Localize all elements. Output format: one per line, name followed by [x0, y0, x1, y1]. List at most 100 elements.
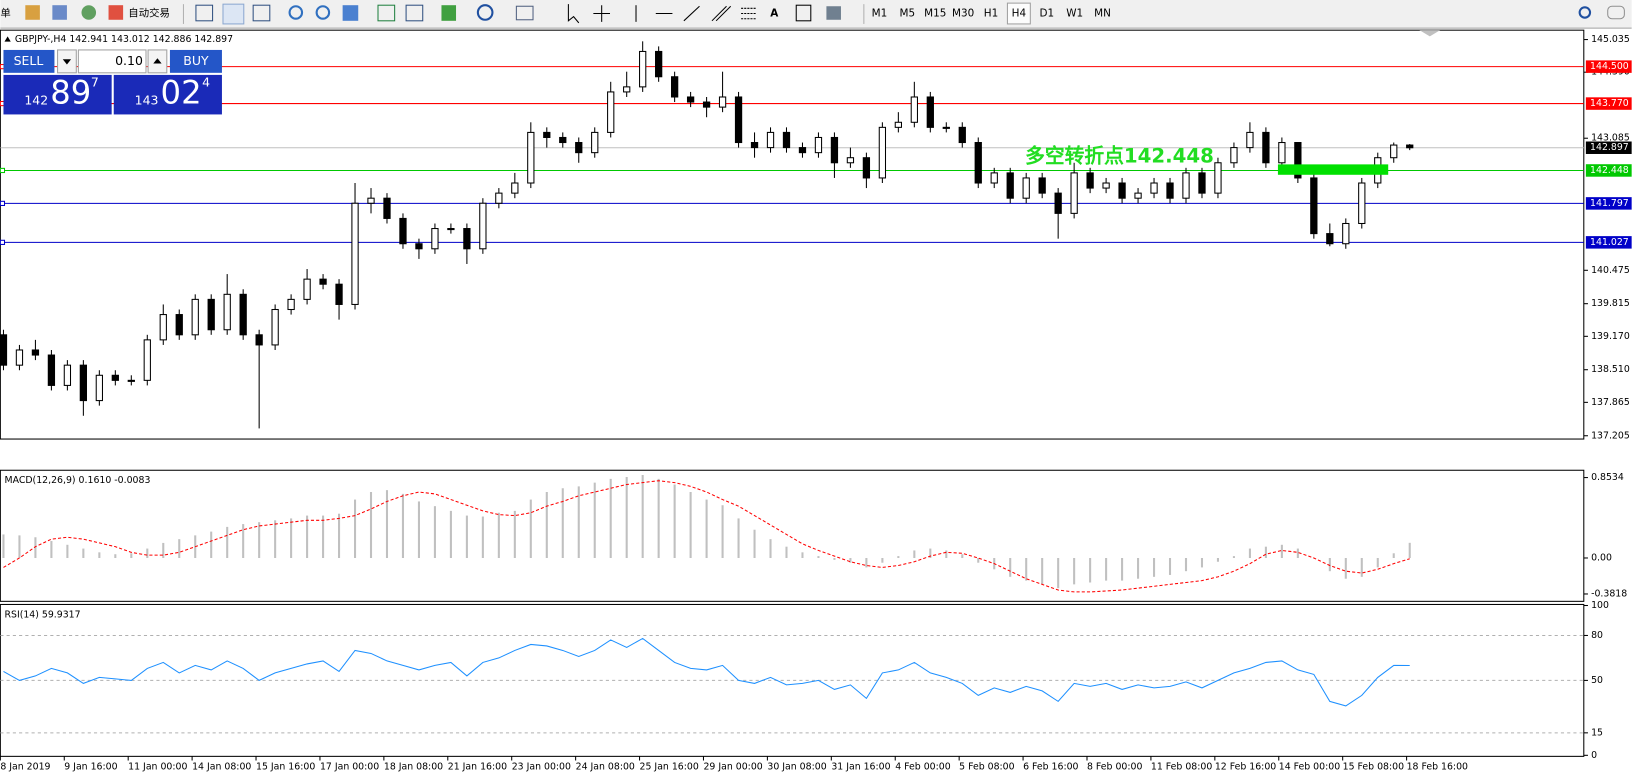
buy-label[interactable]: BUY: [183, 53, 209, 68]
tool-icon[interactable]: [405, 4, 424, 22]
tool-icon[interactable]: [252, 4, 271, 22]
label-tool[interactable]: [795, 4, 812, 22]
level-price-box: [1585, 197, 1632, 210]
candle-body: [591, 131, 599, 154]
current-price-box: [1585, 141, 1632, 154]
x-tick-label: 17 Jan 00:00: [320, 761, 379, 772]
candle-body: [527, 131, 535, 184]
timeframe-button[interactable]: H1: [984, 8, 998, 20]
y-tick-label: 138.510: [1591, 364, 1630, 375]
tool-icon[interactable]: [81, 5, 97, 20]
arrows-tool[interactable]: [826, 6, 841, 20]
candle-body: [1022, 177, 1030, 199]
search[interactable]: [1578, 6, 1592, 19]
pivot-annotation: 多空转折点142.448: [1025, 145, 1214, 168]
channel-tool[interactable]: [711, 5, 732, 22]
timeframes: M1 M5 M15 M30 H1 H4 D1 W1 MN: [872, 8, 1111, 20]
lot-field[interactable]: [77, 49, 147, 74]
bid-prefix: 142: [24, 92, 48, 107]
tool-icon[interactable]: [515, 5, 534, 21]
candle-body: [798, 147, 807, 154]
candle-body: [1006, 172, 1014, 199]
candle-body: [1406, 144, 1414, 149]
timeframe-button[interactable]: H4: [1012, 8, 1027, 20]
tool-icon[interactable]: [25, 5, 40, 20]
bid-box[interactable]: [3, 74, 112, 115]
candle-body: [383, 197, 391, 219]
candle-body: [1310, 177, 1318, 235]
candle-body: [1278, 142, 1286, 164]
timeframe-button[interactable]: W1: [1066, 8, 1083, 20]
y-tick-label: 50: [1591, 675, 1603, 686]
x-tick-label: 14 Jan 08:00: [192, 761, 251, 772]
x-tick-label: 18 Jan 08:00: [384, 761, 443, 772]
plot: 8 Jan 2019 9 Jan 16:00 11 Jan 00:00 14 Jan …: [0, 34, 1632, 772]
candle-body: [303, 278, 311, 300]
buy-button[interactable]: [169, 49, 222, 73]
sell-button[interactable]: [3, 49, 55, 73]
candle-body: [0, 334, 8, 366]
crosshair-tool[interactable]: [593, 5, 611, 22]
candle-body: [1150, 182, 1158, 194]
chat[interactable]: [1607, 5, 1625, 20]
x-tick-label: 24 Jan 08:00: [576, 761, 635, 772]
candle-body: [750, 142, 759, 149]
candle-body: [15, 349, 24, 366]
candle-body: [191, 298, 199, 336]
candle-body: [862, 157, 871, 179]
zoom-out[interactable]: [315, 5, 331, 20]
candle-body: [1326, 233, 1334, 245]
tool-icon[interactable]: [195, 4, 214, 22]
auto-trading-icon[interactable]: [108, 5, 124, 20]
tool-icon[interactable]: [476, 4, 494, 21]
sell-label[interactable]: SELL: [14, 53, 44, 68]
candle-body: [686, 96, 695, 103]
candle-body: [447, 228, 455, 231]
y-tick-label: 0.00: [1591, 552, 1612, 563]
fibo-tool[interactable]: [741, 7, 756, 20]
y-tick-label: 100: [1591, 600, 1609, 611]
auto-trading-button[interactable]: 自动交易: [128, 7, 170, 20]
candle-body: [1230, 147, 1238, 164]
candle-body: [367, 197, 375, 204]
timeframe-button[interactable]: MN: [1094, 8, 1111, 20]
tool-icon[interactable]: [222, 3, 245, 25]
candle-body: [207, 298, 215, 331]
trendline-tool[interactable]: [683, 5, 700, 22]
active-timeframe: [1006, 2, 1031, 25]
timeframe-button[interactable]: M5: [900, 8, 916, 20]
rsi-line: [3, 637, 1410, 707]
timeframe-button[interactable]: M15: [924, 8, 946, 20]
candle-body: [255, 334, 263, 346]
candle-body: [766, 131, 775, 149]
candle-body: [1198, 172, 1206, 194]
cursor-tool[interactable]: [567, 4, 580, 24]
candle-body: [639, 50, 647, 88]
tool-icon[interactable]: [377, 4, 396, 22]
zoom-in[interactable]: [288, 5, 304, 20]
x-tick-label: 8 Jan 2019: [0, 761, 50, 772]
y-tick-label: 145.035: [1591, 34, 1630, 45]
level-price-box: [1585, 164, 1632, 177]
timeframe-button[interactable]: M30: [952, 8, 974, 20]
x-tick-label: 15 Feb 08:00: [1343, 761, 1404, 772]
text-tool[interactable]: A: [770, 8, 778, 20]
candle-body: [47, 354, 56, 386]
candle-body: [878, 126, 887, 179]
level-price-label: 142.448: [1590, 165, 1629, 176]
candle-body: [1342, 222, 1350, 245]
tool-icon[interactable]: [342, 5, 359, 21]
tool-icon[interactable]: [52, 5, 67, 20]
lot-value[interactable]: 0.10: [115, 53, 143, 68]
y-tick-label: -0.3818: [1591, 588, 1627, 599]
ask-box[interactable]: [113, 74, 222, 115]
candle-body: [1390, 144, 1398, 159]
timeframe-button[interactable]: M1: [872, 8, 888, 20]
x-tick-label: 8 Feb 00:00: [1087, 761, 1142, 772]
level-handle: [0, 239, 6, 245]
y-tick-label: 143.085: [1591, 133, 1630, 144]
candle-body: [559, 136, 567, 144]
timeframe-button[interactable]: D1: [1039, 8, 1054, 20]
candle-body: [1118, 182, 1126, 199]
tool-icon[interactable]: [441, 5, 457, 21]
